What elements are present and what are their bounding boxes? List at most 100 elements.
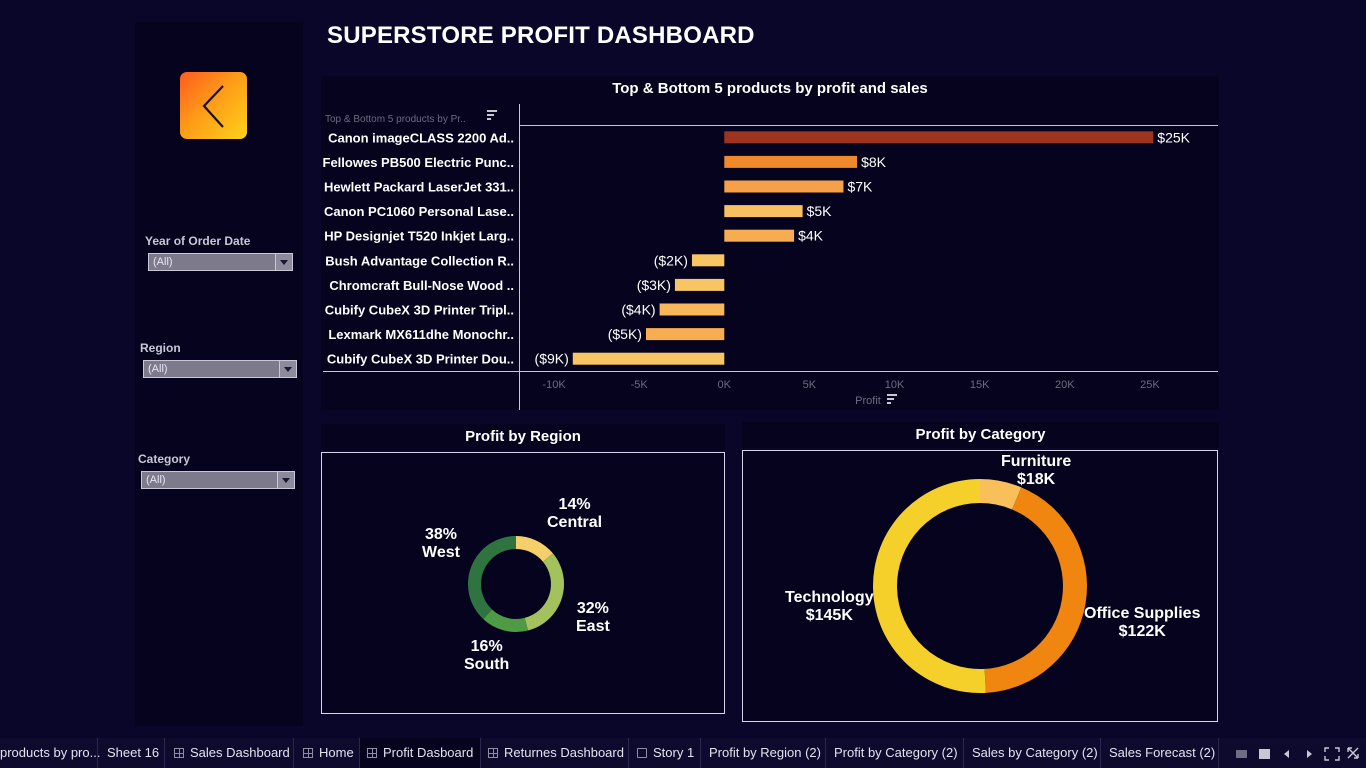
filmstrip-icon[interactable] bbox=[1259, 749, 1270, 759]
tab-home[interactable]: Home bbox=[294, 738, 360, 768]
x-axis-title: Profit bbox=[855, 395, 881, 407]
sort-icon bbox=[887, 394, 897, 404]
bar-category-label: Lexmark MX611dhe Monochr.. bbox=[328, 327, 514, 342]
chevron-down-icon[interactable] bbox=[277, 472, 294, 488]
sort-icon-line bbox=[887, 398, 894, 400]
sort-icon-line bbox=[487, 118, 491, 120]
show-sheets-icon[interactable] bbox=[1236, 750, 1247, 758]
category-chart-panel: Furniture $18K Office Supplies $122K Tec… bbox=[742, 450, 1218, 722]
year-filter-value: (All) bbox=[153, 256, 173, 268]
chevron-left-icon bbox=[202, 85, 224, 128]
top-bottom-products-panel: Top & Bottom 5 products by profit and sa… bbox=[321, 76, 1219, 410]
region-south-name: South bbox=[464, 656, 510, 673]
category-filter-select[interactable]: (All) bbox=[141, 471, 295, 489]
filter-label-category: Category bbox=[138, 452, 191, 466]
tab-profit-by-category-2[interactable]: Profit by Category (2) bbox=[826, 738, 964, 768]
region-chart-title: Profit by Region bbox=[465, 428, 581, 445]
category-slice-furniture bbox=[980, 479, 1022, 510]
category-office-name: Office Supplies bbox=[1084, 605, 1201, 622]
bar-data-label: ($5K) bbox=[608, 326, 642, 342]
tab-label: Sheet 16 bbox=[107, 745, 160, 760]
chevron-down-icon[interactable] bbox=[279, 361, 296, 377]
tab-label: Returnes Dashboard bbox=[504, 745, 624, 760]
chevron-down-icon[interactable] bbox=[275, 254, 292, 270]
x-tick-label: -5K bbox=[631, 379, 649, 391]
tab-label: Profit by Region (2) bbox=[709, 745, 821, 760]
region-donut bbox=[468, 536, 564, 632]
category-label-technology: Technology $145K bbox=[785, 589, 874, 625]
bar-data-label: ($3K) bbox=[637, 277, 671, 293]
bar-data-label: ($9K) bbox=[535, 351, 569, 367]
back-button[interactable] bbox=[180, 72, 247, 139]
sort-icon-line bbox=[887, 394, 897, 396]
fullscreen-icon[interactable] bbox=[1347, 747, 1359, 759]
tab-sales-by-category-2[interactable]: Sales by Category (2) bbox=[964, 738, 1101, 768]
x-tick-label: 5K bbox=[803, 379, 817, 391]
region-slice-central bbox=[516, 536, 553, 562]
region-south-pct: 16% bbox=[470, 638, 503, 655]
category-furniture-name: Furniture bbox=[1001, 453, 1072, 470]
region-label-central: 14% Central bbox=[547, 496, 602, 532]
bar-category-label: Fellowes PB500 Electric Punc.. bbox=[323, 155, 514, 170]
fit-icon[interactable] bbox=[1324, 747, 1340, 761]
x-tick-label: 15K bbox=[970, 379, 990, 391]
bar bbox=[691, 254, 725, 267]
category-chart-title: Profit by Category bbox=[915, 426, 1046, 443]
bar bbox=[674, 278, 725, 291]
region-east-pct: 32% bbox=[576, 600, 609, 617]
region-label-west: 38% West bbox=[422, 526, 460, 562]
category-furniture-value: $18K bbox=[1016, 471, 1056, 488]
bar-category-label: Hewlett Packard LaserJet 331.. bbox=[324, 180, 514, 195]
bar bbox=[724, 180, 844, 193]
region-slice-east bbox=[524, 553, 564, 631]
bar bbox=[724, 229, 795, 242]
tab-sales-dashboard[interactable]: Sales Dashboard bbox=[165, 738, 294, 768]
bars-chart-title: Top & Bottom 5 products by profit and sa… bbox=[612, 80, 928, 97]
bar-category-label: Canon imageCLASS 2200 Ad.. bbox=[328, 130, 514, 145]
tab-label: Sales by Category (2) bbox=[972, 745, 1098, 760]
page-title: SUPERSTORE PROFIT DASHBOARD bbox=[327, 22, 755, 49]
region-central-pct: 14% bbox=[558, 496, 591, 513]
tab-story-1[interactable]: Story 1 bbox=[629, 738, 701, 768]
book-icon bbox=[637, 748, 647, 758]
bar-data-label: $7K bbox=[847, 179, 873, 195]
prev-icon[interactable] bbox=[1284, 750, 1289, 758]
tab-label: Sales Forecast (2) bbox=[1109, 745, 1216, 760]
sort-icon-line bbox=[487, 114, 494, 116]
grid-icon bbox=[367, 748, 377, 758]
filter-label-year: Year of Order Date bbox=[145, 234, 251, 248]
bar-data-label: $8K bbox=[861, 154, 887, 170]
tab-label: Story 1 bbox=[653, 745, 695, 760]
category-donut bbox=[872, 479, 1087, 693]
x-tick-label: 25K bbox=[1140, 379, 1160, 391]
tab-label: Home bbox=[319, 745, 354, 760]
tab-profit-dasboard[interactable]: Profit Dasboard bbox=[360, 738, 481, 768]
sort-icon-line bbox=[487, 110, 497, 112]
region-label-south: 16% South bbox=[464, 638, 509, 674]
category-slice-technology bbox=[872, 479, 986, 693]
tab-profit-by-region-2[interactable]: Profit by Region (2) bbox=[701, 738, 826, 768]
tab-sales-forecast-2[interactable]: Sales Forecast (2) bbox=[1101, 738, 1219, 768]
region-chart-panel: 38% West 14% Central 32% East 16% South bbox=[321, 452, 725, 714]
sort-icon-line bbox=[887, 402, 891, 404]
bar-data-label: $4K bbox=[798, 228, 824, 244]
region-central-name: Central bbox=[547, 514, 603, 531]
tab-returnes-dashboard[interactable]: Returnes Dashboard bbox=[481, 738, 629, 768]
tab-products-by-profit[interactable]: products by pro... bbox=[0, 738, 100, 768]
bar-category-label: Canon PC1060 Personal Lase.. bbox=[324, 204, 514, 219]
grid-icon bbox=[488, 748, 498, 758]
bar bbox=[645, 328, 725, 341]
bar-data-label: $5K bbox=[807, 203, 833, 219]
tab-label: Profit by Category (2) bbox=[834, 745, 958, 760]
region-slice-south bbox=[483, 609, 528, 632]
category-tech-value: $145K bbox=[805, 607, 853, 624]
next-icon[interactable] bbox=[1307, 750, 1312, 758]
year-filter-select[interactable]: (All) bbox=[148, 253, 293, 271]
bar bbox=[724, 155, 858, 168]
x-tick-label: 20K bbox=[1055, 379, 1075, 391]
region-label-east: 32% East bbox=[576, 600, 610, 636]
tab-sheet-16[interactable]: Sheet 16 bbox=[98, 738, 165, 768]
region-east-name: East bbox=[576, 618, 610, 635]
bars-header-label: Top & Bottom 5 products by Pr.. bbox=[325, 114, 466, 125]
region-filter-select[interactable]: (All) bbox=[143, 360, 297, 378]
